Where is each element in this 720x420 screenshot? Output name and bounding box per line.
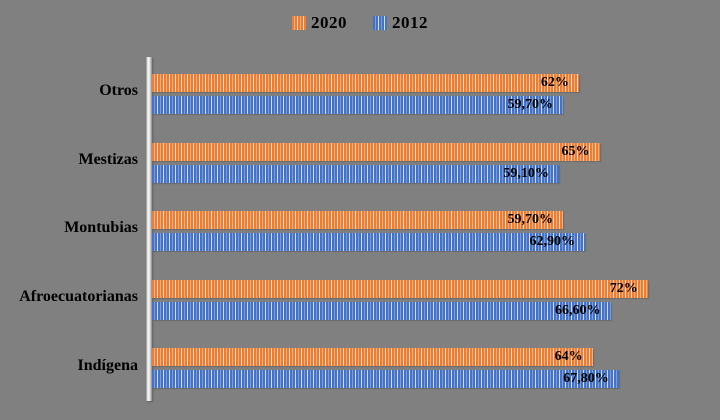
bar-pair: 64% 67,80% [152, 348, 720, 389]
value-label-2020: 64% [554, 349, 583, 365]
value-label-2020: 72% [609, 280, 638, 296]
category-label: Afroecuatorianas [19, 288, 138, 306]
bar-2020[interactable]: 62% [152, 74, 579, 92]
value-label-2012: 66,60% [555, 302, 601, 318]
bar-2020[interactable]: 72% [152, 279, 648, 298]
bar-2012[interactable]: 59,70% [152, 96, 564, 114]
category-label: Montubias [64, 219, 138, 237]
bar-2012[interactable]: 66,60% [152, 301, 611, 320]
bar-2012[interactable]: 62,90% [152, 233, 586, 252]
category-label: Otros [99, 82, 138, 100]
bar-group: Indígena 64% 67,80% [0, 331, 720, 400]
legend-swatch-2012-icon [373, 16, 387, 30]
legend-item-2012[interactable]: 2012 [373, 13, 428, 33]
value-label-2020: 62% [540, 75, 569, 90]
bar-group: Montubias 59,70% 62,90% [0, 194, 720, 263]
value-label-2012: 59,10% [503, 165, 549, 181]
bar-2012[interactable]: 59,10% [152, 164, 559, 183]
category-label: Indígena [77, 356, 138, 374]
value-label-2020: 65% [561, 143, 590, 159]
bar-group: Afroecuatorianas 72% 66,60% [0, 263, 720, 332]
value-label-2012: 67,80% [563, 371, 609, 387]
category-label: Mestizas [78, 150, 138, 168]
legend-label-2020: 2020 [311, 13, 347, 32]
legend-label-2012: 2012 [392, 13, 428, 32]
value-label-2020: 59,70% [507, 212, 554, 228]
chart-legend: 2020 2012 [0, 13, 720, 33]
bar-2020[interactable]: 64% [152, 348, 593, 367]
bar-pair: 59,70% 62,90% [152, 211, 720, 252]
value-label-2012: 59,70% [507, 97, 554, 112]
legend-swatch-2020-icon [292, 16, 306, 30]
y-axis-line [146, 57, 152, 401]
bar-pair: 72% 66,60% [152, 279, 720, 320]
value-label-2012: 62,90% [529, 234, 576, 250]
bar-2020[interactable]: 59,70% [152, 211, 564, 230]
bar-group: Otros 62% 59,70% [0, 57, 720, 126]
bar-pair: 65% 59,10% [152, 142, 720, 183]
bar-2012[interactable]: 67,80% [152, 370, 619, 389]
plot-area: Otros 62% 59,70% Mestizas 65% 59,10% Montubias… [0, 57, 720, 400]
bar-pair: 62% 59,70% [152, 74, 720, 114]
bar-2020[interactable]: 65% [152, 142, 600, 161]
bar-group: Mestizas 65% 59,10% [0, 126, 720, 195]
legend-item-2020[interactable]: 2020 [292, 13, 347, 33]
